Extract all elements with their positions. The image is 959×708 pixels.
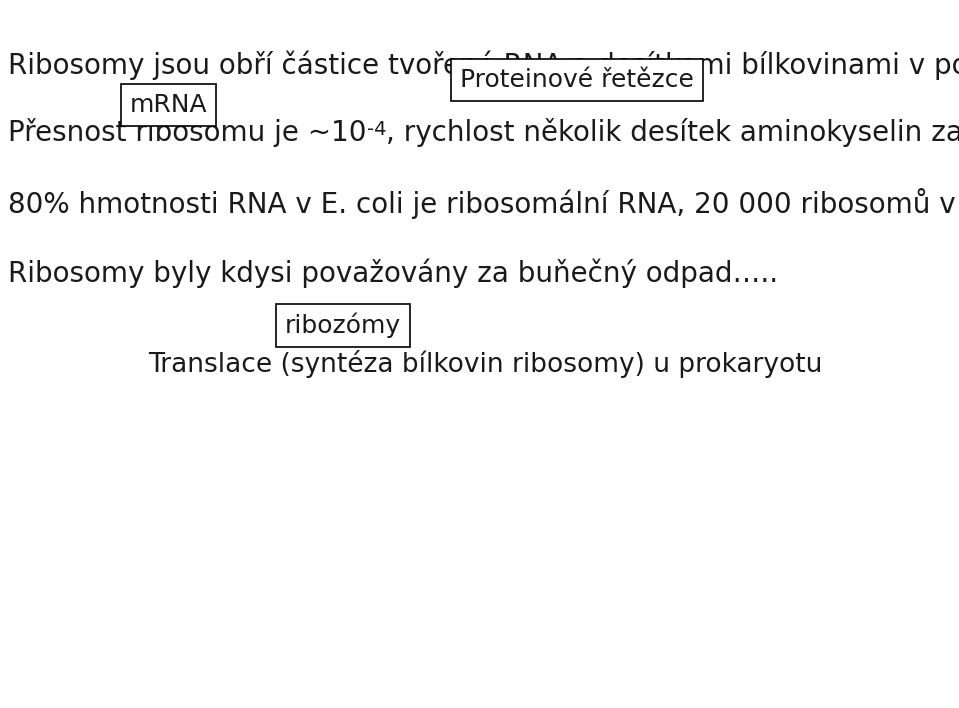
- Text: Translace (syntéza bílkovin ribosomy) u prokaryotu: Translace (syntéza bílkovin ribosomy) u …: [148, 350, 823, 378]
- Text: Přesnost ribosomu je ~10: Přesnost ribosomu je ~10: [8, 118, 366, 147]
- Text: ribozómy: ribozómy: [285, 313, 401, 338]
- Text: -4: -4: [366, 120, 386, 139]
- Text: Proteinové řetězce: Proteinové řetězce: [460, 68, 694, 92]
- Text: mRNA: mRNA: [130, 93, 208, 117]
- Text: Ribosomy jsou obří částice tvořené RNA a desítkami bílkovinami v poměru 2:1: Ribosomy jsou obří částice tvořené RNA a…: [8, 50, 959, 79]
- Text: Ribosomy byly kdysi považovány za buňečný odpad…..: Ribosomy byly kdysi považovány za buňečn…: [8, 258, 778, 287]
- Text: 80% hmotnosti RNA v E. coli je ribosomální RNA, 20 000 ribosomů v buňce......: 80% hmotnosti RNA v E. coli je ribosomál…: [8, 188, 959, 219]
- Text: , rychlost několik desítek aminokyselin za 1 sekundu: , rychlost několik desítek aminokyselin …: [386, 118, 959, 147]
